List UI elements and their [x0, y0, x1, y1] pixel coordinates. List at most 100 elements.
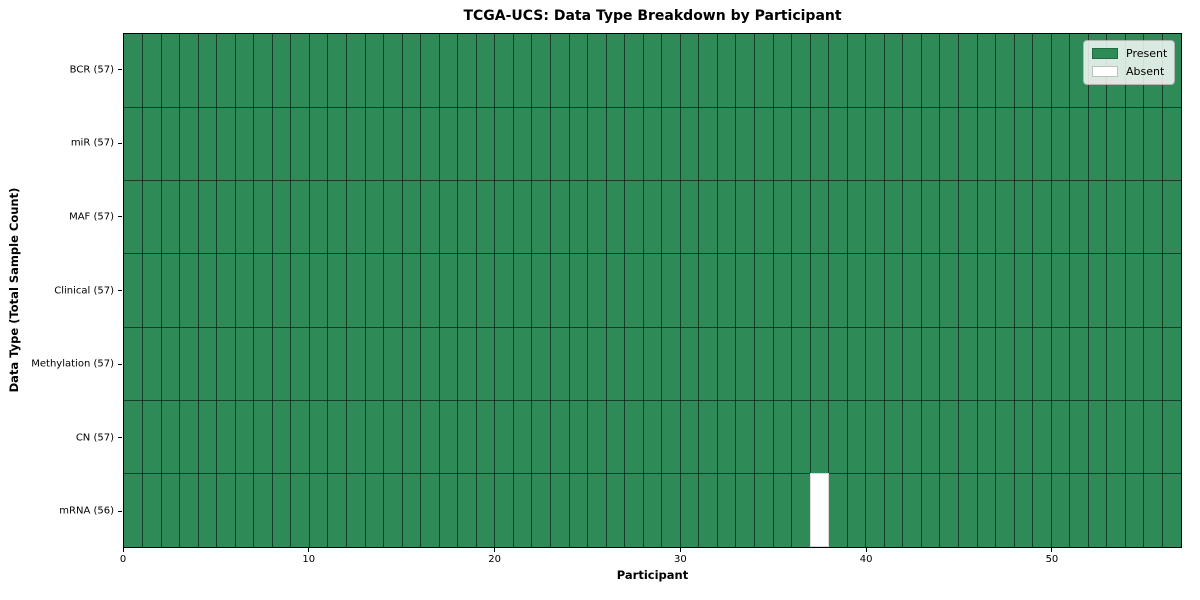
grid-line — [327, 34, 329, 547]
x-tick-label: 30 — [673, 554, 687, 565]
grid-line — [234, 34, 236, 547]
legend-item-present: Present — [1092, 47, 1168, 60]
x-tick-mark — [865, 548, 867, 552]
y-tick-mark — [118, 290, 122, 291]
grid-line — [1069, 34, 1071, 547]
grid-line — [809, 34, 811, 547]
grid-line — [124, 253, 1181, 255]
grid-line — [865, 34, 867, 547]
grid-line — [1161, 34, 1163, 547]
grid-line — [883, 34, 885, 547]
grid-line — [791, 34, 793, 547]
grid-line — [624, 34, 626, 547]
y-tick-label: CN (57) — [75, 432, 114, 444]
y-tick-mark — [118, 142, 122, 144]
legend-item-absent: Absent — [1092, 65, 1166, 78]
grid-line — [716, 34, 718, 547]
y-tick-mark — [118, 216, 122, 218]
grid-line — [1124, 34, 1126, 547]
grid-line — [290, 34, 292, 547]
grid-line — [661, 34, 663, 547]
grid-line — [939, 34, 941, 547]
grid-line — [197, 34, 199, 547]
grid-line — [846, 34, 848, 547]
x-tick-mark — [679, 548, 681, 552]
heatmap-plot-area — [123, 33, 1182, 548]
grid-line — [438, 34, 440, 547]
grid-line — [364, 34, 366, 547]
grid-line — [160, 34, 162, 547]
grid-line — [679, 34, 681, 547]
x-tick-mark — [494, 548, 496, 552]
grid-line — [124, 399, 1181, 401]
x-tick-mark — [1051, 548, 1053, 552]
grid-line — [1050, 34, 1052, 547]
grid-line — [753, 34, 755, 547]
y-tick-label: BCR (57) — [69, 64, 114, 76]
grid-line — [1143, 34, 1145, 547]
y-tick-mark — [118, 363, 122, 365]
present-swatch — [1092, 48, 1118, 59]
grid-line — [253, 34, 255, 547]
grid-line — [531, 34, 533, 547]
grid-line — [142, 34, 144, 547]
x-tick-label: 20 — [488, 554, 501, 565]
grid-line — [124, 473, 1181, 475]
x-tick-mark — [308, 548, 310, 552]
grid-line — [271, 34, 273, 547]
grid-line — [124, 180, 1181, 182]
y-tick-label: mRNA (56) — [59, 505, 114, 517]
grid-line — [308, 34, 310, 547]
grid-line — [1106, 34, 1108, 547]
grid-line — [587, 34, 589, 547]
grid-line — [216, 34, 218, 547]
y-tick-mark — [118, 437, 122, 439]
grid-line — [512, 34, 514, 547]
grid-line — [1013, 34, 1015, 547]
y-tick-mark — [118, 510, 122, 512]
y-tick-label: miR (57) — [70, 137, 114, 149]
legend: Present Absent — [1083, 40, 1175, 85]
legend-label-present: Present — [1126, 47, 1168, 60]
grid-line — [902, 34, 904, 547]
grid-line — [995, 34, 997, 547]
grid-line — [1087, 34, 1089, 547]
x-tick-label: 40 — [859, 554, 873, 565]
grid-line — [828, 34, 830, 547]
chart-title: TCGA-UCS: Data Type Breakdown by Partici… — [463, 8, 842, 24]
x-axis-label: Participant — [616, 568, 689, 582]
x-tick-label: 50 — [1045, 554, 1059, 565]
grid-line — [346, 34, 348, 547]
grid-line — [920, 34, 922, 547]
y-tick-label: Clinical (57) — [54, 285, 114, 296]
grid-line — [772, 34, 774, 547]
x-tick-label: 10 — [302, 554, 316, 565]
y-tick-mark — [118, 69, 122, 71]
grid-line — [698, 34, 700, 547]
legend-label-absent: Absent — [1126, 65, 1165, 78]
grid-line — [1032, 34, 1034, 547]
y-tick-label: MAF (57) — [69, 211, 114, 223]
grid-line — [420, 34, 422, 547]
grid-line — [568, 34, 570, 547]
grid-line — [179, 34, 181, 547]
grid-line — [457, 34, 459, 547]
grid-line — [383, 34, 385, 547]
grid-line — [957, 34, 959, 547]
grid-line — [642, 34, 644, 547]
grid-line — [475, 34, 477, 547]
grid-line — [494, 34, 496, 547]
absent-cell — [809, 473, 830, 548]
x-tick-label: 0 — [119, 554, 127, 565]
grid-line — [401, 34, 403, 547]
y-tick-label: Methylation (57) — [31, 358, 114, 370]
grid-line — [124, 106, 1181, 108]
grid-line — [735, 34, 737, 547]
grid-line — [550, 34, 551, 547]
absent-swatch — [1092, 66, 1118, 77]
grid-line — [124, 326, 1181, 328]
x-tick-mark — [122, 548, 124, 552]
grid-line — [605, 34, 607, 547]
grid-line — [976, 34, 978, 547]
